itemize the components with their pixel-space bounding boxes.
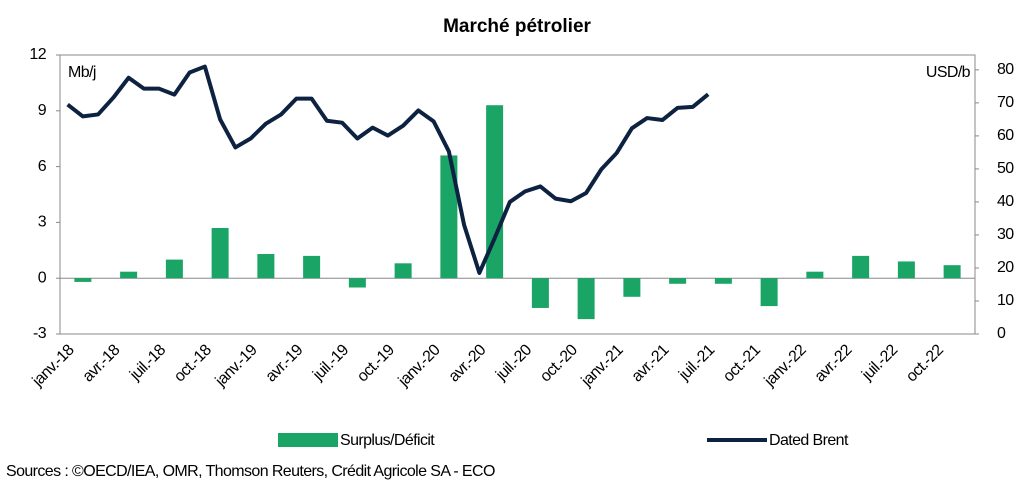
y2-tick-label: 80	[997, 61, 1014, 78]
bar	[348, 278, 366, 288]
x-tick-label: janv.-20	[395, 341, 444, 390]
y2-tick-label: 60	[997, 127, 1014, 144]
bar	[211, 227, 229, 279]
y2-tick-label: 40	[997, 193, 1014, 210]
y2-tick-label: 50	[997, 160, 1014, 177]
x-tick-label: avr.-19	[263, 341, 307, 385]
bar	[852, 255, 870, 279]
y-tick-label: 3	[38, 214, 47, 231]
x-tick-label: oct.-19	[354, 341, 398, 385]
bar	[440, 155, 458, 279]
legend-label: Dated Brent	[769, 432, 849, 449]
x-tick-label: juil.-20	[492, 341, 535, 384]
y-tick-label: 12	[29, 46, 46, 63]
bar	[394, 263, 412, 279]
y2-tick-label: 30	[997, 226, 1014, 243]
y2-tick-label: 20	[997, 259, 1014, 276]
x-tick-label: janv.-22	[761, 341, 810, 390]
bar	[897, 261, 915, 279]
x-tick-label: janv.-21	[578, 341, 627, 390]
y-axis-label: Mb/j	[68, 64, 96, 81]
bar	[531, 278, 549, 308]
y2-axis-label: USD/b	[926, 64, 971, 81]
bar	[714, 278, 732, 284]
plot-frame	[59, 54, 976, 335]
bar	[577, 278, 595, 320]
bar	[760, 278, 778, 307]
bar	[257, 254, 275, 279]
x-tick-label: janv.-19	[212, 341, 261, 390]
source-note: Sources : ©OECD/IEA, OMR, Thomson Reuter…	[6, 463, 495, 480]
x-tick-label: avr.-20	[446, 341, 490, 385]
x-tick-label: oct.-21	[720, 341, 764, 385]
bar	[806, 271, 824, 279]
x-tick-label: oct.-20	[537, 341, 581, 385]
bar	[669, 278, 687, 284]
legend-swatch	[278, 433, 338, 447]
y2-tick-label: 0	[997, 325, 1006, 342]
x-tick-label: avr.-22	[812, 341, 856, 385]
x-tick-label: oct.-18	[171, 341, 215, 385]
y-tick-label: -3	[33, 325, 47, 342]
bar	[120, 271, 138, 279]
bar	[943, 265, 961, 279]
x-tick-label: avr.-18	[80, 341, 124, 385]
x-tick-label: juil.-22	[858, 341, 901, 384]
chart-title: Marché pétrolier	[443, 16, 591, 37]
y-tick-label: 9	[38, 102, 47, 119]
bar	[303, 255, 321, 279]
y2-tick-label: 10	[997, 292, 1014, 309]
x-tick-label: juil.-18	[126, 341, 169, 384]
x-tick-label: janv.-18	[29, 341, 78, 390]
line	[66, 64, 710, 275]
x-tick-label: oct.-22	[903, 341, 947, 385]
y2-tick-label: 70	[997, 94, 1014, 111]
legend-label: Surplus/Déficit	[340, 432, 435, 449]
x-tick-label: juil.-21	[675, 341, 718, 384]
bar	[623, 278, 641, 297]
bar	[486, 105, 504, 279]
y-tick-label: 0	[38, 269, 47, 286]
x-tick-label: avr.-21	[629, 341, 673, 385]
y-tick-label: 6	[38, 158, 47, 175]
x-tick-label: juil.-19	[309, 341, 352, 384]
bar	[165, 259, 183, 279]
bar	[74, 278, 92, 282]
